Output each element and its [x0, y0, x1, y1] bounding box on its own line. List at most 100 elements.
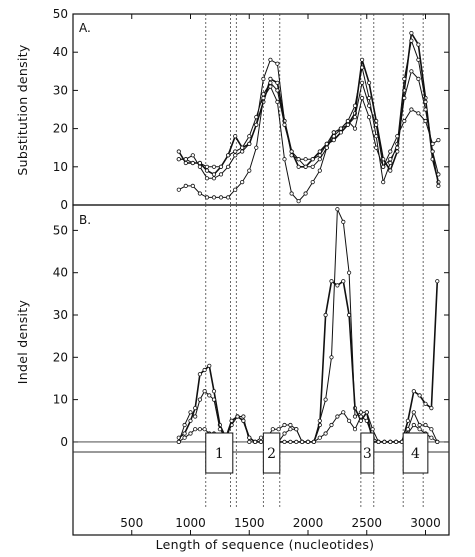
panel-b-series-2-point: [329, 422, 334, 428]
panel-b-series-2-point: [182, 435, 187, 440]
panel-a-series-3-point: [381, 164, 386, 169]
panel-a-series-2-line: [178, 70, 439, 175]
panel-a-series-3-point: [296, 199, 301, 204]
panel-a-series-3-point: [254, 145, 259, 150]
panel-b-series-1-point: [258, 439, 264, 444]
panel-a-series-2-point: [436, 172, 441, 177]
panel-b-series-0-point: [435, 279, 440, 284]
panel-b-series-2-point: [258, 435, 264, 440]
panel-b-series-1-point: [370, 427, 375, 432]
region-label-4: 4: [411, 446, 420, 462]
panel-b-series-0-point: [411, 389, 416, 394]
panel-b-series-1-point: [282, 431, 287, 436]
panel-a-series-2-point: [211, 164, 217, 169]
panel-b-series-0-point: [423, 401, 428, 406]
panel-a-series-2-point: [430, 149, 435, 154]
panel-a-series-3-point: [374, 145, 379, 150]
panel-a-series-3-point: [282, 157, 287, 162]
panel-a-series-1-point: [374, 134, 379, 139]
panel-a-series-3-point: [211, 195, 217, 200]
panel-a-series-3-point: [240, 180, 245, 185]
panel-a-series-3-point: [268, 84, 273, 89]
panel-b-series-1-point: [346, 270, 352, 275]
panel-a-series-1-point: [254, 122, 259, 127]
panel-b-series-1-point: [329, 355, 334, 360]
panel-a-series-2-point: [345, 122, 350, 127]
x-axis-title: Length of sequence (nucleotides): [156, 537, 375, 552]
panel-a-series-2-point: [352, 115, 358, 120]
panel-a-series-1-point: [317, 157, 322, 162]
panel-b-series-2-point: [346, 418, 352, 423]
panel-b-series-1-point: [193, 414, 198, 419]
panel-b-series-2-point: [270, 427, 275, 432]
panel-b-series-0-point: [211, 389, 217, 394]
panel-b-series-2-point: [176, 439, 181, 444]
panel-b-series-0-point: [282, 439, 287, 444]
region-label-1: 1: [215, 446, 224, 462]
panel-a-series-3-point: [366, 115, 372, 120]
sequence-region-map: 1 2 3 4: [73, 432, 449, 474]
panel-b-ytick-label-30: 30: [53, 308, 68, 322]
panel-b-letter: B.: [79, 213, 91, 227]
panel-a-series-2-point: [416, 76, 421, 82]
panel-b-series-2-point: [382, 439, 387, 444]
panel-a-series-0-point: [296, 164, 301, 169]
x-tick-label-1500: 1500: [234, 516, 265, 530]
panel-a-series-1-point: [211, 176, 217, 181]
panel-b-series-1-point: [364, 410, 369, 415]
panel-b-frame: [72, 204, 450, 536]
panel-a-series-2-point: [275, 88, 280, 93]
panel-a-series-1-point: [436, 183, 441, 188]
panel-a-series-2-point: [409, 69, 414, 74]
panel-b-series-2-point: [235, 414, 240, 419]
panel-a-series-2-point: [218, 164, 224, 169]
panel-a-series-1-point: [226, 164, 231, 169]
x-tick-label-2500: 2500: [351, 516, 382, 530]
panel-a-series-3-point: [303, 191, 308, 196]
panel-a-letter: A.: [79, 21, 91, 35]
panel-a-series-3-point: [247, 168, 252, 173]
panel-a-series-0-point: [317, 149, 322, 154]
panel-b-series-0-point: [182, 431, 187, 436]
panel-b-series-0-point: [202, 367, 207, 373]
region-label-2: 2: [267, 446, 276, 462]
panel-a-series-3-point: [402, 118, 407, 124]
panel-a-series-0-line: [178, 30, 440, 183]
panel-a-series-2-point: [303, 157, 308, 162]
panel-a-series-0-point: [338, 130, 343, 135]
panel-a-series-2-point: [359, 80, 365, 85]
panel-b-series-2-point: [188, 431, 193, 436]
panel-b-series-1-point: [317, 418, 322, 423]
panel-a-substitution: A. Substitution density 0 10 20 30 40 50: [15, 7, 449, 212]
panel-b-series-2-point: [393, 439, 399, 444]
panel-b-series-1-point: [211, 397, 217, 402]
panel-a-series-3-point: [436, 138, 441, 143]
panel-b-series-1-point: [241, 414, 246, 419]
panel-a-ytick-label-40: 40: [53, 45, 68, 59]
panel-a-series-2-point: [190, 160, 195, 166]
panel-a-series-2-point: [254, 115, 259, 120]
panel-a-series-0-point: [211, 172, 217, 177]
panel-a-series-1-point: [268, 57, 273, 62]
panel-a-ytick-label-0: 0: [60, 198, 68, 212]
panel-b-series-1-point: [358, 410, 363, 415]
panel-b-series-2-point: [276, 427, 281, 432]
panel-a-series-3-point: [416, 111, 421, 116]
panel-a-series-3-point: [345, 118, 350, 124]
panel-b-series-2-point: [282, 422, 287, 428]
region-box-4: [402, 432, 429, 474]
panel-b-series-2-point: [388, 439, 393, 444]
panel-a-series-1-point: [409, 38, 414, 43]
panel-b-series-2-point: [305, 439, 311, 444]
panel-b-series-2-point: [435, 439, 440, 444]
panel-a-series-3-point: [218, 195, 224, 200]
panel-frames: [72, 13, 450, 536]
panel-a-series-0-point: [268, 76, 273, 82]
panel-a-series-1-point: [261, 76, 266, 82]
panel-a-series-3-point: [197, 191, 202, 196]
panel-a-series-3-point: [310, 180, 315, 185]
panel-a-series-2-point: [296, 157, 301, 162]
panel-b-series-1-point: [288, 427, 293, 432]
panel-b-series-2-point: [411, 422, 416, 428]
